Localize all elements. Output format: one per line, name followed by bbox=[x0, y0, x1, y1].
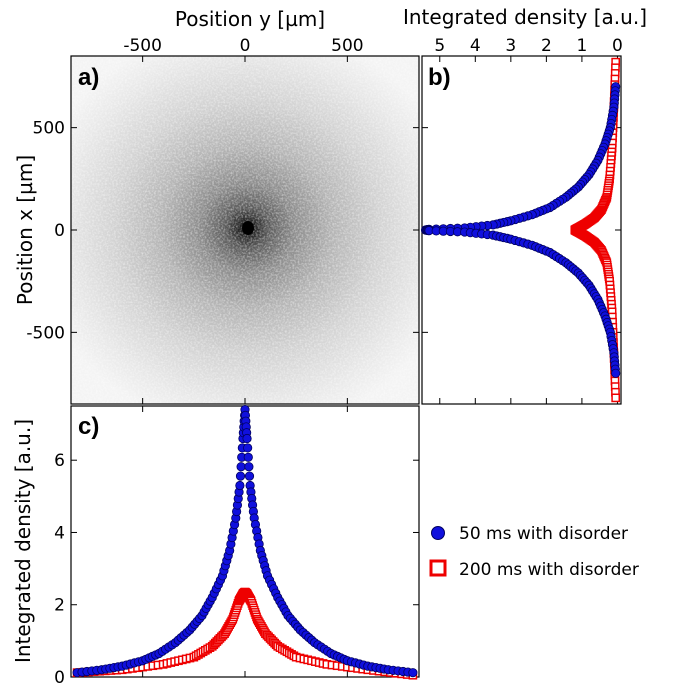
panel-c-point-50ms bbox=[408, 668, 418, 678]
legend: 50 ms with disorder 200 ms with disorder bbox=[429, 524, 639, 580]
panel-c-point-50ms bbox=[244, 462, 254, 472]
panel-c-ytick-label: 0 bbox=[54, 668, 65, 685]
panel-c-ylabel: Integrated density [a.u.] bbox=[11, 419, 35, 663]
panel-b: 5 4 3 2 1 0 b) Integrated density [a.u.] bbox=[403, 5, 647, 405]
legend-label-50ms: 50 ms with disorder bbox=[459, 524, 628, 544]
panel-a-ylabel: Position x [µm] bbox=[13, 155, 37, 305]
panel-c-ticks: 0 2 4 6 bbox=[54, 406, 419, 685]
panel-b-xtick-label: 1 bbox=[576, 36, 587, 56]
panel-b-series bbox=[420, 57, 621, 403]
panel-a-label: a) bbox=[78, 64, 99, 91]
panel-a-xtick-label: 0 bbox=[240, 36, 251, 56]
panel-c-point-50ms bbox=[242, 433, 252, 444]
panel-a-y-ticks: 500 0 -500 bbox=[26, 119, 419, 343]
legend-marker-square bbox=[429, 559, 447, 577]
panel-b-xtick-label: 4 bbox=[470, 36, 481, 56]
panel-c-point-50ms bbox=[243, 452, 253, 462]
panel-c-ytick-label: 2 bbox=[54, 596, 65, 616]
panel-c-point-50ms bbox=[243, 443, 253, 453]
panel-b-point-50ms bbox=[611, 368, 621, 378]
density-peak bbox=[242, 221, 254, 235]
panel-c: 0 2 4 6 c) Integrated density [a.u.] bbox=[11, 405, 420, 685]
panel-b-point-200ms bbox=[611, 393, 621, 403]
panel-a-ytick-label: 0 bbox=[54, 221, 65, 241]
panel-a-x-ticks: -500 0 500 bbox=[123, 36, 364, 404]
panel-b-xtick-label: 0 bbox=[612, 36, 623, 56]
panel-c-ytick-label: 4 bbox=[54, 523, 65, 543]
panel-c-label: c) bbox=[78, 413, 99, 440]
panel-a-ytick-label: 500 bbox=[33, 119, 65, 139]
panel-a-xtick-label: 500 bbox=[331, 36, 363, 56]
panel-c-point-50ms bbox=[244, 471, 255, 481]
panel-b-xtick-label: 2 bbox=[541, 36, 552, 56]
panel-b-xtick-label: 5 bbox=[434, 36, 445, 56]
panel-a-ytick-label: -500 bbox=[26, 323, 65, 343]
panel-c-point-50ms bbox=[235, 471, 246, 481]
panel-a-xtick-label: -500 bbox=[123, 36, 162, 56]
panel-a-xlabel: Position y [µm] bbox=[175, 7, 325, 31]
panel-c-series bbox=[72, 405, 418, 680]
legend-label-200ms: 200 ms with disorder bbox=[459, 560, 639, 580]
panel-c-ytick-label: 6 bbox=[54, 451, 65, 471]
panel-c-point-50ms bbox=[236, 462, 246, 472]
panel-b-xtick-label: 3 bbox=[505, 36, 516, 56]
panel-b-ticks: 5 4 3 2 1 0 bbox=[422, 36, 623, 404]
panel-b-label: b) bbox=[428, 64, 451, 91]
panel-b-xlabel: Integrated density [a.u.] bbox=[403, 5, 647, 29]
legend-marker-circle bbox=[431, 526, 445, 540]
panel-c-point-50ms bbox=[235, 480, 245, 491]
panel-a: -500 0 500 500 0 -500 a) Position y [µm] Pos… bbox=[13, 7, 420, 405]
